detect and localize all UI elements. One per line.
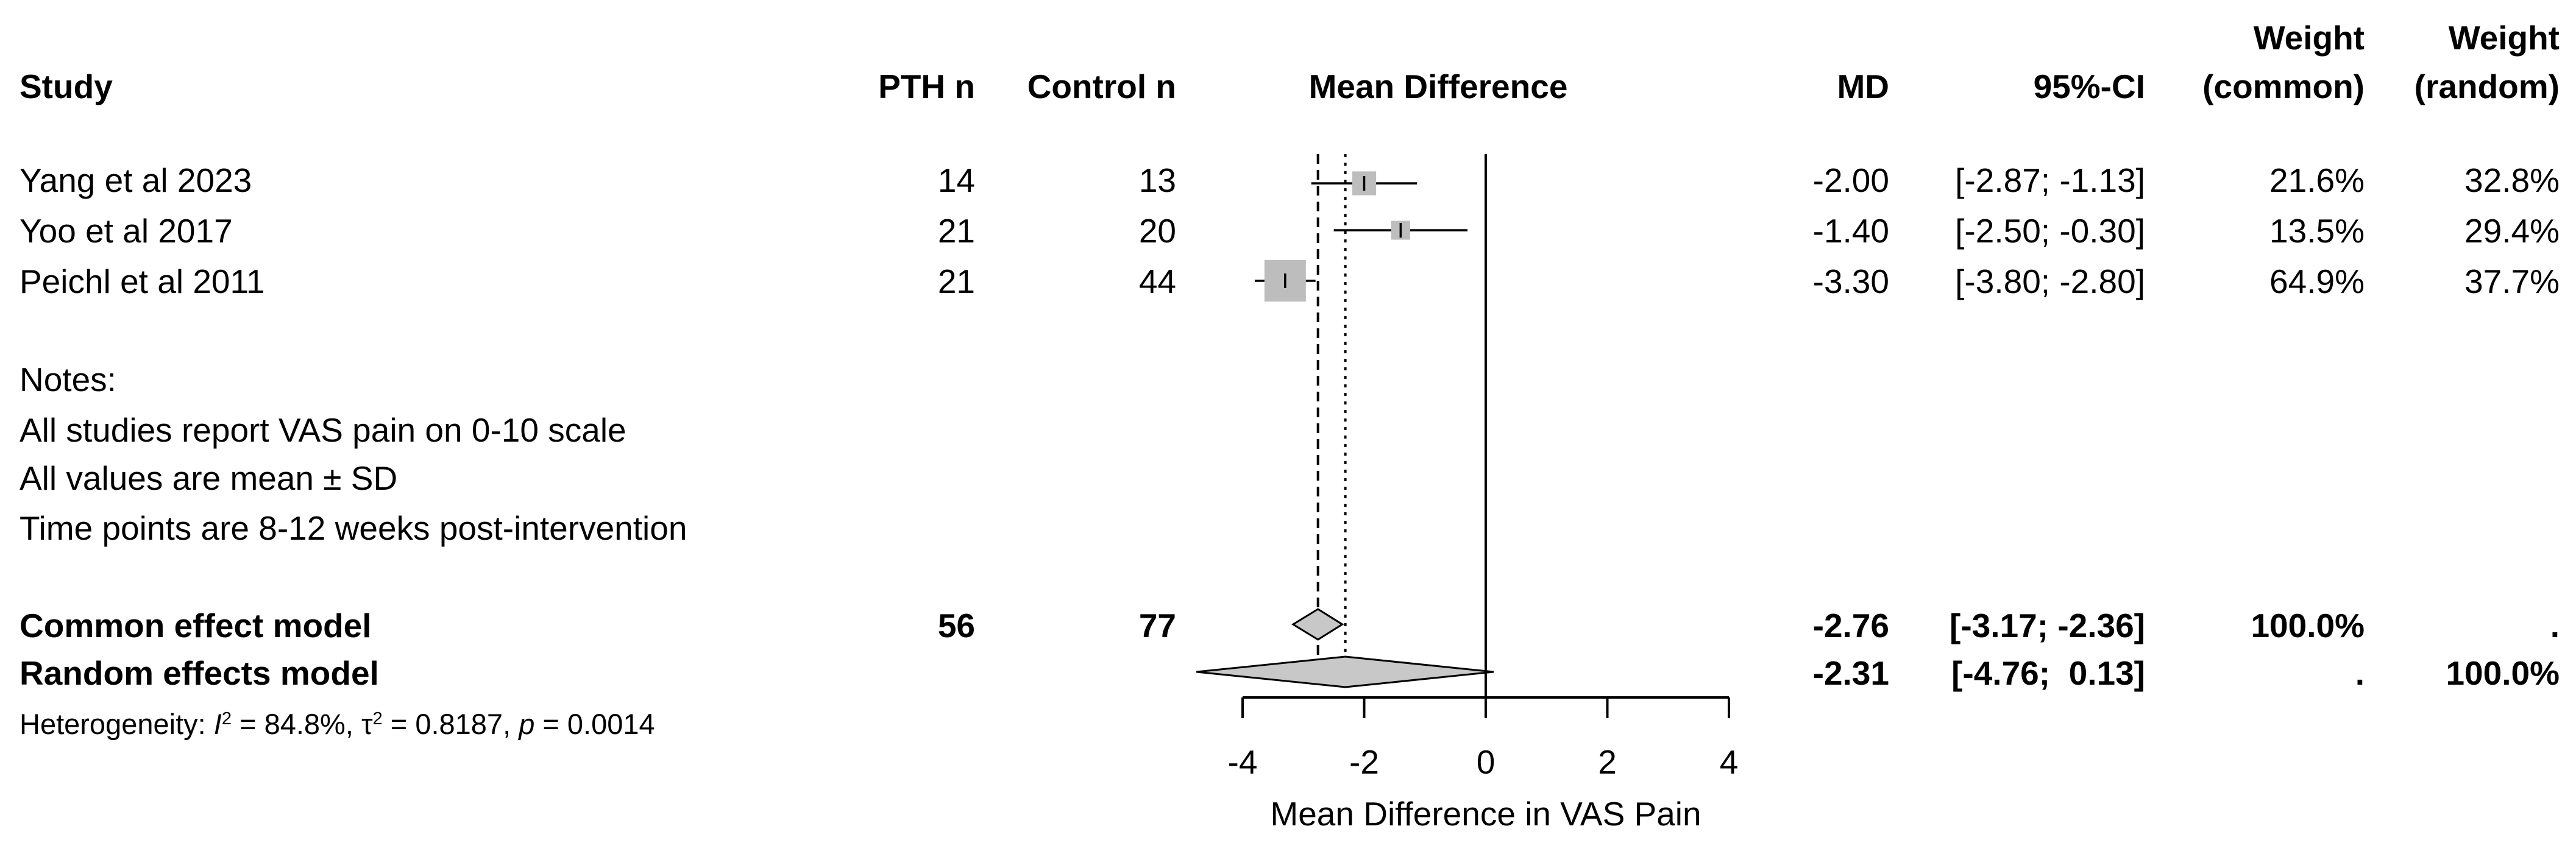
common-effect-ci: [-3.17; -2.36] bbox=[1950, 607, 2145, 644]
study-control-n: 20 bbox=[1138, 212, 1176, 250]
header-weight-common-1: Weight bbox=[2253, 19, 2365, 57]
study-pth-n: 21 bbox=[937, 212, 975, 250]
study-weight-random: 37.7% bbox=[2464, 263, 2560, 300]
common-effect-label: Common effect model bbox=[20, 607, 372, 644]
header-md: MD bbox=[1837, 68, 1889, 105]
study-weight-random: 32.8% bbox=[2464, 161, 2560, 199]
study-md: -3.30 bbox=[1812, 263, 1889, 300]
header-weight-common-2: (common) bbox=[2202, 68, 2365, 105]
heterogeneity-i2-sup: 2 bbox=[221, 708, 232, 729]
heterogeneity-text: Heterogeneity: I2 = 84.8%, τ2 = 0.8187, … bbox=[20, 710, 655, 738]
study-name: Yang et al 2023 bbox=[20, 161, 252, 199]
heterogeneity-tau-label: τ bbox=[361, 708, 373, 740]
x-tick-label: 4 bbox=[1720, 743, 1739, 781]
study-weight-common: 21.6% bbox=[2269, 161, 2365, 199]
header-weight-random-2: (random) bbox=[2414, 68, 2560, 105]
notes-line: All values are mean ± SD bbox=[20, 459, 398, 497]
study-pth-n: 14 bbox=[937, 161, 975, 199]
header-control-n: Control n bbox=[1027, 68, 1176, 105]
notes-line: Time points are 8-12 weeks post-interven… bbox=[20, 509, 687, 547]
heterogeneity-i2-label: I bbox=[213, 708, 222, 740]
study-weight-common: 64.9% bbox=[2269, 263, 2365, 300]
study-pth-n: 21 bbox=[937, 263, 975, 300]
common-effect-weight-random: . bbox=[2550, 607, 2560, 644]
header-pth-n: PTH n bbox=[878, 68, 975, 105]
study-name: Peichl et al 2011 bbox=[20, 263, 265, 300]
random-effects-diamond bbox=[1196, 655, 1494, 688]
random-effects-md: -2.31 bbox=[1812, 654, 1889, 692]
random-effects-ci: [-4.76; 0.13] bbox=[1951, 654, 2145, 692]
study-ci: [-3.80; -2.80] bbox=[1955, 263, 2145, 300]
study-md: -2.00 bbox=[1812, 161, 1889, 199]
x-tick-label: -2 bbox=[1349, 743, 1379, 781]
study-weight-random: 29.4% bbox=[2464, 212, 2560, 250]
header-mean-difference: Mean Difference bbox=[1308, 68, 1568, 105]
header-ci: 95%-CI bbox=[2033, 68, 2145, 105]
heterogeneity-prefix: Heterogeneity: bbox=[20, 708, 214, 740]
x-tick-label: -4 bbox=[1228, 743, 1258, 781]
heterogeneity-tau-value: = 0.8187, bbox=[382, 708, 519, 740]
common-effect-control-n: 77 bbox=[1138, 607, 1176, 644]
random-effects-weight-random: 100.0% bbox=[2446, 654, 2560, 692]
x-tick-label: 2 bbox=[1598, 743, 1617, 781]
study-weight-common: 13.5% bbox=[2269, 212, 2365, 250]
header-study: Study bbox=[20, 68, 113, 105]
x-tick-label: 0 bbox=[1477, 743, 1496, 781]
study-name: Yoo et al 2017 bbox=[20, 212, 233, 250]
heterogeneity-i2-value: = 84.8%, bbox=[232, 708, 361, 740]
notes-title: Notes: bbox=[20, 361, 116, 398]
common-effect-weight-common: 100.0% bbox=[2251, 607, 2365, 644]
heterogeneity-p-label: p bbox=[519, 708, 535, 740]
common-effect-diamond bbox=[1291, 608, 1344, 641]
heterogeneity-p-value: = 0.0014 bbox=[534, 708, 655, 740]
random-effects-weight-common: . bbox=[2355, 654, 2365, 692]
heterogeneity-tau-sup: 2 bbox=[372, 708, 383, 729]
x-axis-label: Mean Difference in VAS Pain bbox=[1270, 795, 1701, 833]
study-control-n: 13 bbox=[1138, 161, 1176, 199]
study-md: -1.40 bbox=[1812, 212, 1889, 250]
study-control-n: 44 bbox=[1138, 263, 1176, 300]
study-ci: [-2.87; -1.13] bbox=[1955, 161, 2145, 199]
random-effects-label: Random effects model bbox=[20, 654, 379, 692]
common-effect-pth-n: 56 bbox=[937, 607, 975, 644]
header-weight-random-1: Weight bbox=[2448, 19, 2560, 57]
notes-line: All studies report VAS pain on 0-10 scal… bbox=[20, 411, 626, 449]
common-effect-md: -2.76 bbox=[1812, 607, 1889, 644]
study-ci: [-2.50; -0.30] bbox=[1955, 212, 2145, 250]
